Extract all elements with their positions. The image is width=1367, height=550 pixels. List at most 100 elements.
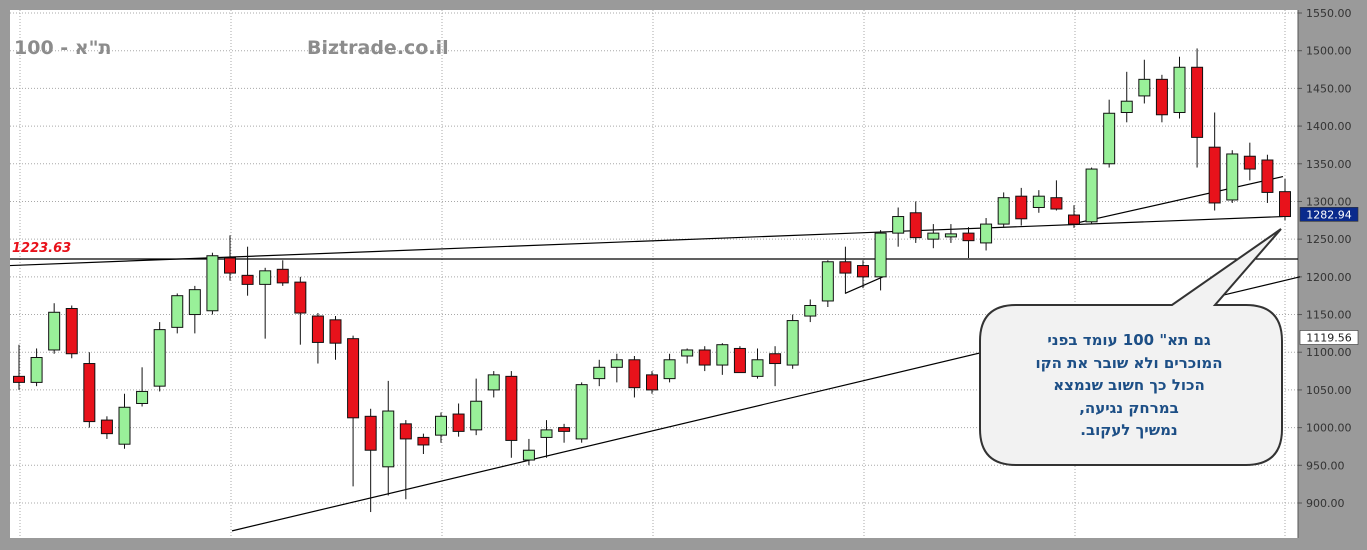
candle <box>1032 190 1045 213</box>
candle <box>65 305 78 359</box>
candle-body <box>452 413 465 432</box>
candle <box>804 299 817 323</box>
candle <box>435 412 447 443</box>
candle <box>399 420 412 500</box>
candle-body <box>663 359 676 380</box>
candle-body <box>857 265 869 278</box>
price-tag <box>1299 330 1359 345</box>
candle <box>13 344 25 390</box>
candle-body <box>786 320 799 366</box>
candle-body <box>470 400 483 431</box>
candle <box>593 359 606 387</box>
y-tick-label: 1400.00 <box>1306 120 1352 133</box>
candle-body <box>294 281 307 314</box>
candle-body <box>65 308 78 355</box>
candle-body <box>206 255 219 312</box>
candle-body <box>83 363 96 423</box>
candle <box>364 408 377 513</box>
candle-body <box>610 359 623 368</box>
candle-body <box>892 216 905 234</box>
candle-body <box>136 390 149 404</box>
price-tag-label: 1119.56 <box>1306 331 1352 344</box>
candle-body <box>347 338 360 419</box>
candle <box>821 260 834 307</box>
candle-body <box>1226 153 1239 201</box>
trendline <box>1071 175 1284 225</box>
candle-body <box>382 410 395 468</box>
candle-body <box>927 232 940 240</box>
y-tick-label: 1200.00 <box>1306 271 1352 284</box>
candle <box>188 285 201 334</box>
candle-body <box>716 344 729 366</box>
candle <box>294 276 307 345</box>
candle-body <box>1208 146 1221 204</box>
candle <box>206 252 219 315</box>
trendline <box>9 215 1284 267</box>
candle-body <box>1015 195 1028 220</box>
candle-body <box>1173 66 1186 114</box>
price-tag-label: 1282.94 <box>1306 208 1352 221</box>
candle <box>786 314 799 369</box>
candle <box>487 371 500 398</box>
candle-body <box>962 232 975 242</box>
y-tick-label: 950.00 <box>1306 459 1345 472</box>
candle <box>1050 180 1063 211</box>
y-axis: 900.00 950.00 1000.00 1050.00 1100.00 1150.00… <box>1297 7 1352 538</box>
callout-text-line: הכול כך חשוב שנמצא <box>1053 376 1205 394</box>
callout-text-line: המוכרים ולא שובר את הקו <box>1035 354 1222 372</box>
candle <box>417 433 430 454</box>
candle <box>944 224 957 243</box>
candle-body <box>417 436 430 446</box>
candle <box>892 207 905 247</box>
candle-body <box>505 375 518 441</box>
candle-body <box>259 270 272 285</box>
candle <box>311 313 324 364</box>
candle-body <box>48 311 61 351</box>
candle-body <box>224 257 236 274</box>
callout-bubble <box>979 228 1283 466</box>
candle <box>1243 142 1256 181</box>
candle-body <box>804 304 817 317</box>
candle-body <box>153 329 166 387</box>
candle-body <box>399 423 412 440</box>
candle <box>224 235 236 281</box>
candle-body <box>821 261 834 302</box>
candle <box>241 246 254 296</box>
candle-body <box>171 295 184 328</box>
candle-body <box>188 289 201 316</box>
candle-body <box>558 427 571 432</box>
candle <box>276 260 289 286</box>
candle <box>663 353 676 383</box>
candle <box>100 416 113 439</box>
candle <box>505 371 518 458</box>
candle-body <box>1243 155 1256 170</box>
candle <box>1155 74 1168 123</box>
candle-body <box>13 375 25 383</box>
candle <box>610 353 623 383</box>
candle <box>329 316 342 360</box>
candle <box>558 423 571 443</box>
candle-body <box>1050 197 1063 210</box>
candle-body <box>997 197 1010 225</box>
candle <box>83 352 96 428</box>
candle-body <box>1191 66 1204 138</box>
candle <box>136 367 149 407</box>
candle <box>874 230 887 291</box>
candle-body <box>435 415 447 436</box>
candle-body <box>1085 168 1098 223</box>
candle-body <box>1155 78 1168 116</box>
price-tags: 1282.94 1119.56 <box>1299 207 1359 345</box>
candle <box>452 403 465 437</box>
callout-text-line: נמשיך לעקוב. <box>1080 421 1177 439</box>
candle <box>575 382 588 443</box>
candle <box>997 192 1010 228</box>
candle <box>909 201 922 243</box>
candle-body <box>681 349 694 357</box>
trendline <box>844 276 884 294</box>
candle <box>733 346 746 374</box>
candle <box>628 356 641 398</box>
candle-body <box>487 374 500 391</box>
candle <box>48 303 61 354</box>
callout-text-line: גם תא" 100 עומד בפני <box>1047 331 1211 349</box>
watermark: Biztrade.co.il <box>307 37 449 59</box>
